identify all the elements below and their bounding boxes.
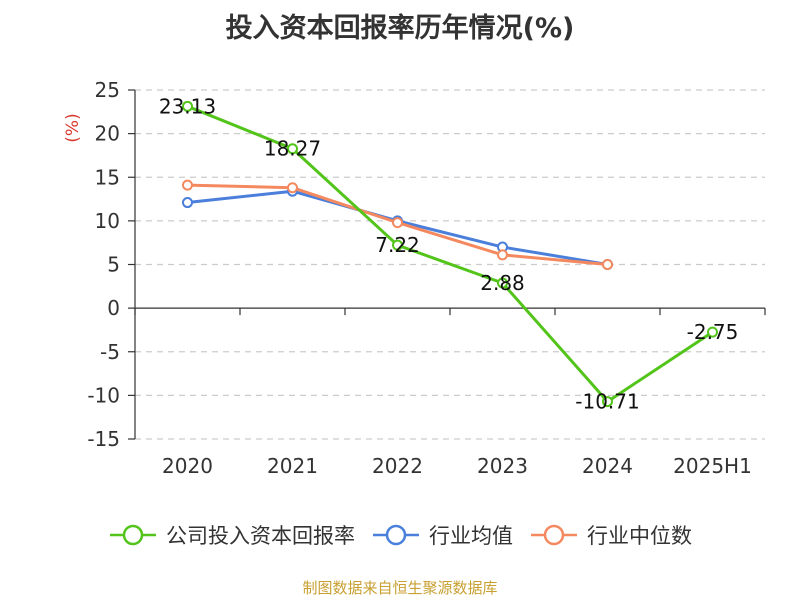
x-tick-label: 2020 — [162, 454, 213, 478]
data-point — [602, 259, 613, 270]
legend-item[interactable]: 行业均值 — [371, 520, 513, 550]
legend-label: 行业中位数 — [587, 524, 692, 548]
data-point — [602, 396, 613, 408]
y-tick-label: 5 — [107, 253, 120, 277]
legend: 公司投入资本回报率 行业均值 行业中位数 — [0, 520, 800, 552]
y-tick-label: 25 — [95, 78, 120, 102]
data-label: 18.27 — [264, 137, 321, 161]
data-point — [392, 239, 403, 251]
legend-line-circle-icon — [110, 524, 156, 546]
data-point — [287, 143, 298, 155]
y-tick-label: -10 — [87, 383, 120, 407]
data-label: 23.13 — [159, 94, 216, 118]
x-tick-label: 2022 — [372, 454, 423, 478]
data-point — [392, 217, 403, 229]
x-tick-label: 2024 — [582, 454, 633, 478]
x-tick-label: 2023 — [477, 454, 528, 478]
legend-item[interactable]: 公司投入资本回报率 — [108, 520, 355, 550]
legend-line-circle-icon — [531, 524, 577, 546]
y-tick-label: -15 — [87, 427, 120, 451]
legend-label: 行业均值 — [429, 524, 513, 548]
data-label: 7.22 — [375, 233, 420, 257]
x-tick-label: 2025H1 — [673, 454, 752, 478]
data-point — [182, 197, 193, 209]
legend-label: 公司投入资本回报率 — [166, 524, 355, 548]
legend-line-circle-icon — [373, 524, 419, 546]
data-point — [182, 100, 193, 112]
source-footer: 制图数据来自恒生聚源数据库 — [302, 579, 498, 597]
data-point — [497, 277, 508, 289]
data-point — [182, 179, 193, 191]
chart-title: 投入资本回报率历年情况(%) — [225, 13, 575, 44]
data-point — [497, 249, 508, 261]
data-label: -2.75 — [687, 320, 739, 344]
y-axis-unit-label: (%) — [63, 113, 83, 142]
x-tick-label: 2021 — [267, 454, 318, 478]
data-point — [707, 326, 718, 338]
series-line — [186, 104, 714, 404]
y-tick-label: -5 — [100, 340, 120, 364]
y-tick-label: 15 — [95, 165, 120, 189]
legend-item[interactable]: 行业中位数 — [529, 520, 692, 550]
y-tick-label: 10 — [95, 209, 120, 233]
data-label: -10.71 — [575, 390, 639, 414]
y-tick-label: 20 — [95, 122, 120, 146]
y-tick-label: 0 — [107, 296, 120, 320]
data-point — [287, 182, 298, 194]
data-label: 2.88 — [480, 271, 525, 295]
